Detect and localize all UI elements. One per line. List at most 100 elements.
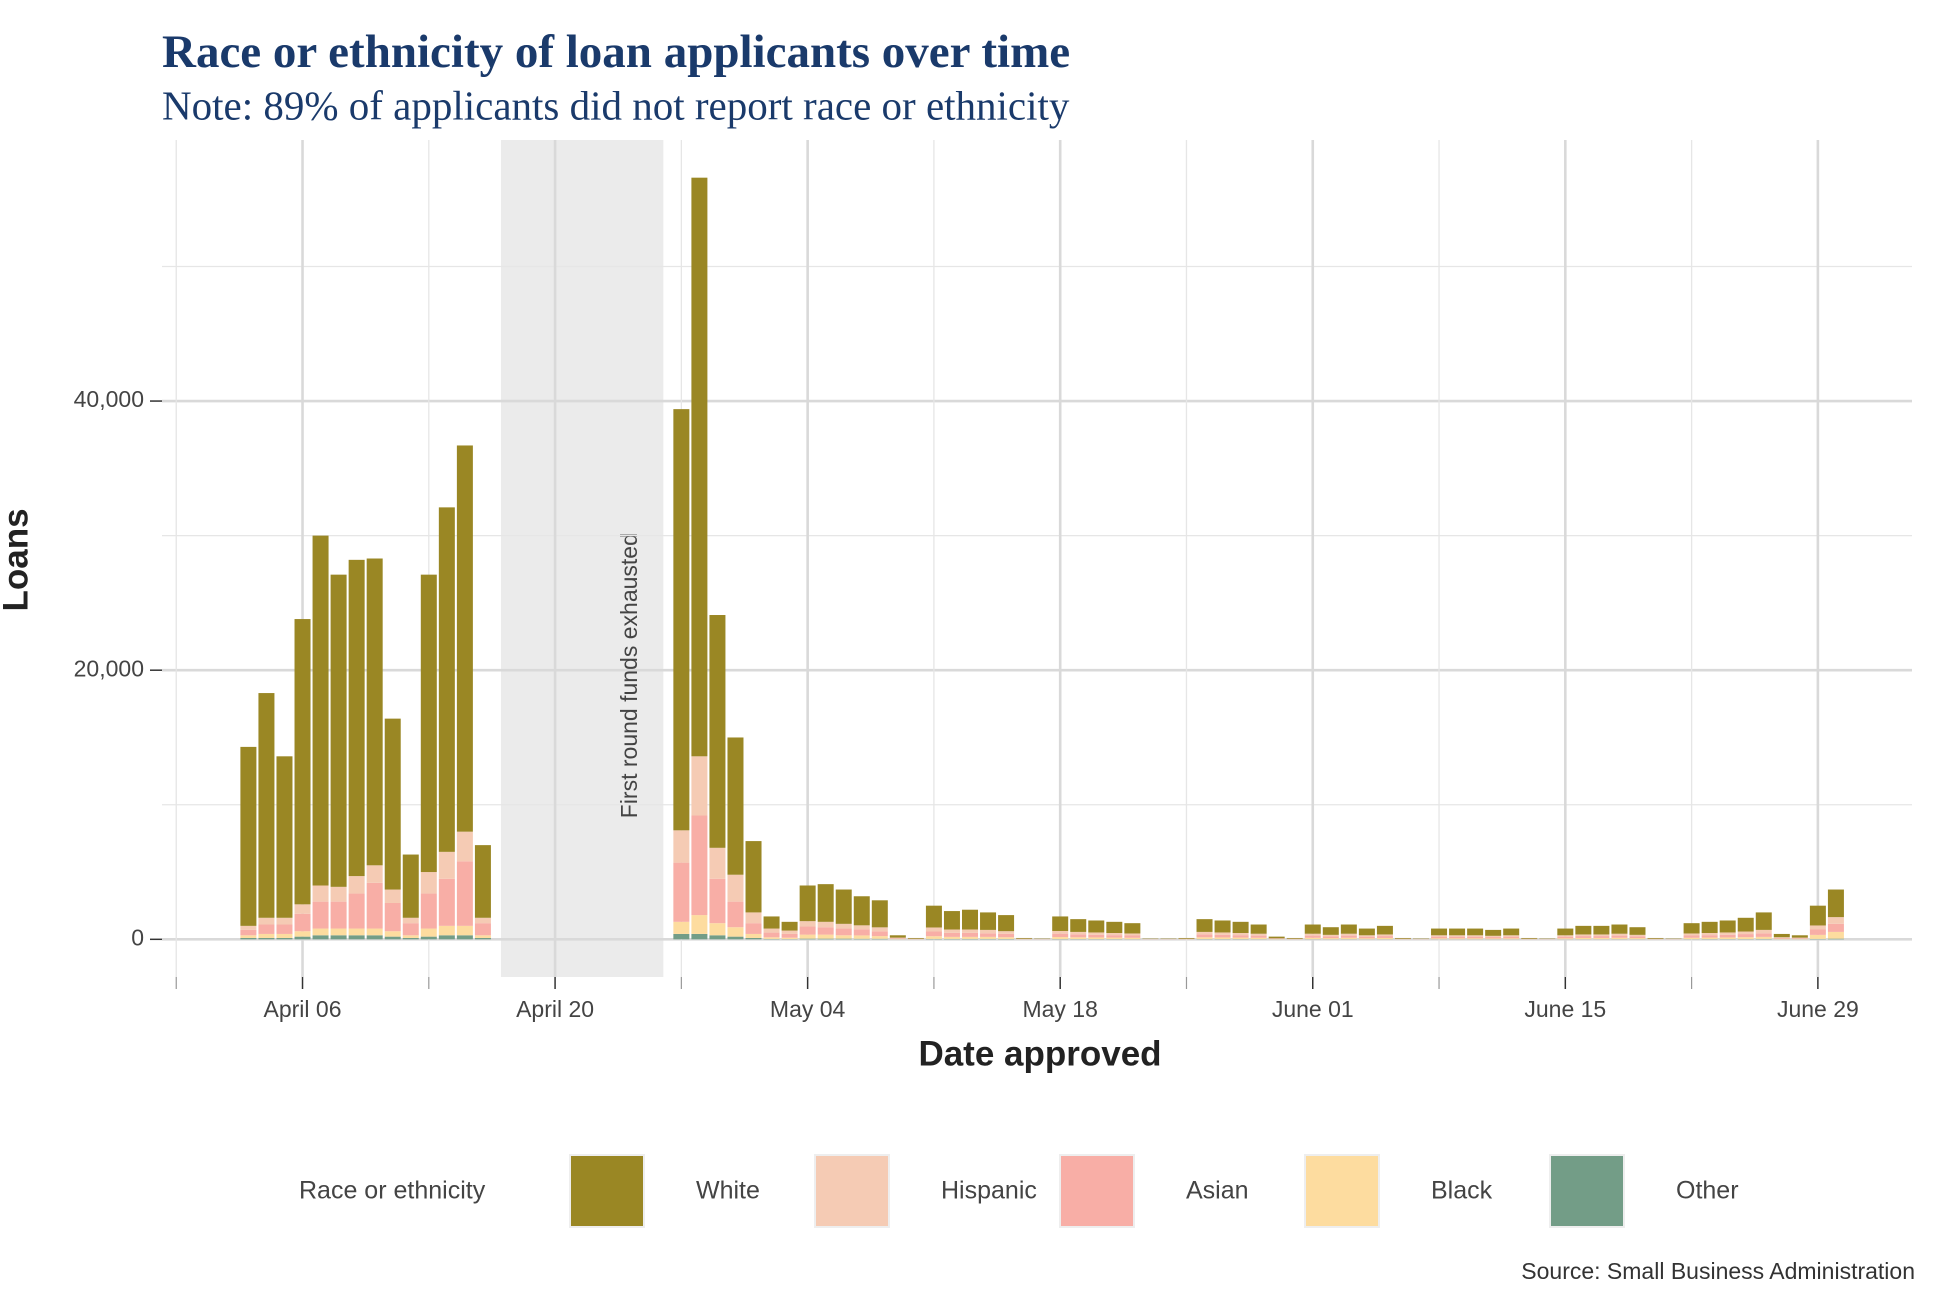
bar-segment (709, 923, 726, 936)
bar-segment (1304, 933, 1321, 936)
bar-segment (925, 931, 942, 937)
bar-segment (1791, 938, 1808, 939)
bar-segment (835, 938, 852, 940)
shaded-period (500, 140, 664, 977)
bar-segment (1106, 935, 1123, 938)
bar-segment (853, 929, 870, 936)
bar-segment (817, 938, 834, 940)
bar-segment (1232, 935, 1249, 938)
bar-segment (1485, 938, 1502, 940)
bar-segment (1773, 937, 1790, 938)
legend-label: Asian (1186, 1177, 1249, 1205)
bar-segment (330, 886, 347, 902)
bar-segment (402, 854, 419, 918)
bar-segment (438, 507, 455, 852)
bar-segment (763, 937, 780, 939)
bar-segment (781, 930, 798, 934)
bar-segment (835, 935, 852, 939)
bar-segment (1304, 937, 1321, 940)
bar-segment (1503, 935, 1520, 937)
bar-segment (240, 937, 257, 940)
bar-segment (1088, 920, 1105, 933)
bar-segment (456, 445, 473, 832)
bar-segment (1250, 924, 1267, 934)
bar-segment (727, 874, 744, 902)
bar-segment (1376, 937, 1393, 940)
bar-segment (294, 931, 311, 937)
bar-segment (384, 889, 401, 903)
x-tick-label: April 20 (516, 996, 594, 1022)
bar-segment (853, 925, 870, 930)
bar-segment (1809, 925, 1826, 930)
bar-segment (1340, 933, 1357, 936)
bar-segment (673, 862, 690, 922)
bar-segment (1250, 937, 1267, 940)
bar-segment (1232, 921, 1249, 933)
bar-segment (1521, 937, 1538, 939)
bar-segment (799, 921, 816, 927)
bar-segment (348, 893, 365, 929)
bar-segment (456, 831, 473, 862)
bar-segment (1322, 934, 1339, 937)
bar-segment (1629, 938, 1646, 940)
bar-segment (871, 900, 888, 928)
bar-segment (1719, 937, 1736, 940)
bar-segment (1701, 921, 1718, 933)
bar-segment (1611, 937, 1628, 940)
bar-segment (1358, 928, 1375, 936)
bar-segment (1052, 916, 1069, 931)
bar-segment (312, 885, 329, 902)
bar-segment (871, 938, 888, 940)
bar-segment (420, 872, 437, 894)
bar-segment (474, 935, 491, 938)
bar-segment (709, 615, 726, 848)
bar-segment (348, 559, 365, 877)
bar-segment (1629, 934, 1646, 937)
bar-segment (943, 929, 960, 933)
bar-segment (998, 933, 1015, 938)
bar-segment (1358, 938, 1375, 940)
bar-segment (1178, 937, 1195, 939)
source-note: Source: Small Business Administration (1521, 1258, 1915, 1284)
bar-segment (240, 746, 257, 926)
bar-segment (962, 909, 978, 930)
bar-segment (709, 878, 726, 924)
bar-segment (1827, 931, 1844, 939)
bar-segment (384, 902, 401, 932)
bar-segment (817, 921, 834, 928)
bar-segment (276, 917, 293, 925)
bar-segment (998, 931, 1015, 934)
bar-segment (1593, 937, 1610, 940)
bar-segment (781, 933, 798, 938)
bar-segment (240, 929, 257, 936)
bar-segment (366, 558, 383, 866)
bar-segment (330, 935, 347, 940)
bar-segment (1304, 924, 1321, 934)
bar-segment (1827, 889, 1844, 918)
bar-segment (745, 933, 762, 938)
annotation-label: First round funds exhausted (616, 533, 642, 818)
bar-segment (1791, 937, 1808, 939)
bar-segment (853, 896, 870, 926)
bar-segment (1106, 932, 1123, 936)
bar-segment (853, 935, 870, 939)
bar-segment (366, 882, 383, 929)
x-tick-label: June 01 (1272, 996, 1354, 1022)
bar-segment (1467, 938, 1484, 940)
bar-segment (1557, 935, 1574, 937)
bar-segment (763, 932, 780, 938)
bar-segment (943, 911, 960, 930)
bar-segment (1358, 935, 1375, 937)
bar-segment (438, 935, 455, 940)
bar-segment (294, 913, 311, 932)
bar-segment (474, 917, 491, 924)
bar-segment (330, 901, 347, 929)
bar-segment (1088, 932, 1105, 935)
bar-segment (294, 619, 311, 905)
bar-segment (366, 865, 383, 883)
x-tick-label: May 18 (1022, 996, 1097, 1022)
bar-segment (1503, 936, 1520, 939)
bar-segment (817, 934, 834, 939)
bar-segment (1214, 934, 1231, 938)
legend-title: Race or ethnicity (299, 1177, 486, 1205)
